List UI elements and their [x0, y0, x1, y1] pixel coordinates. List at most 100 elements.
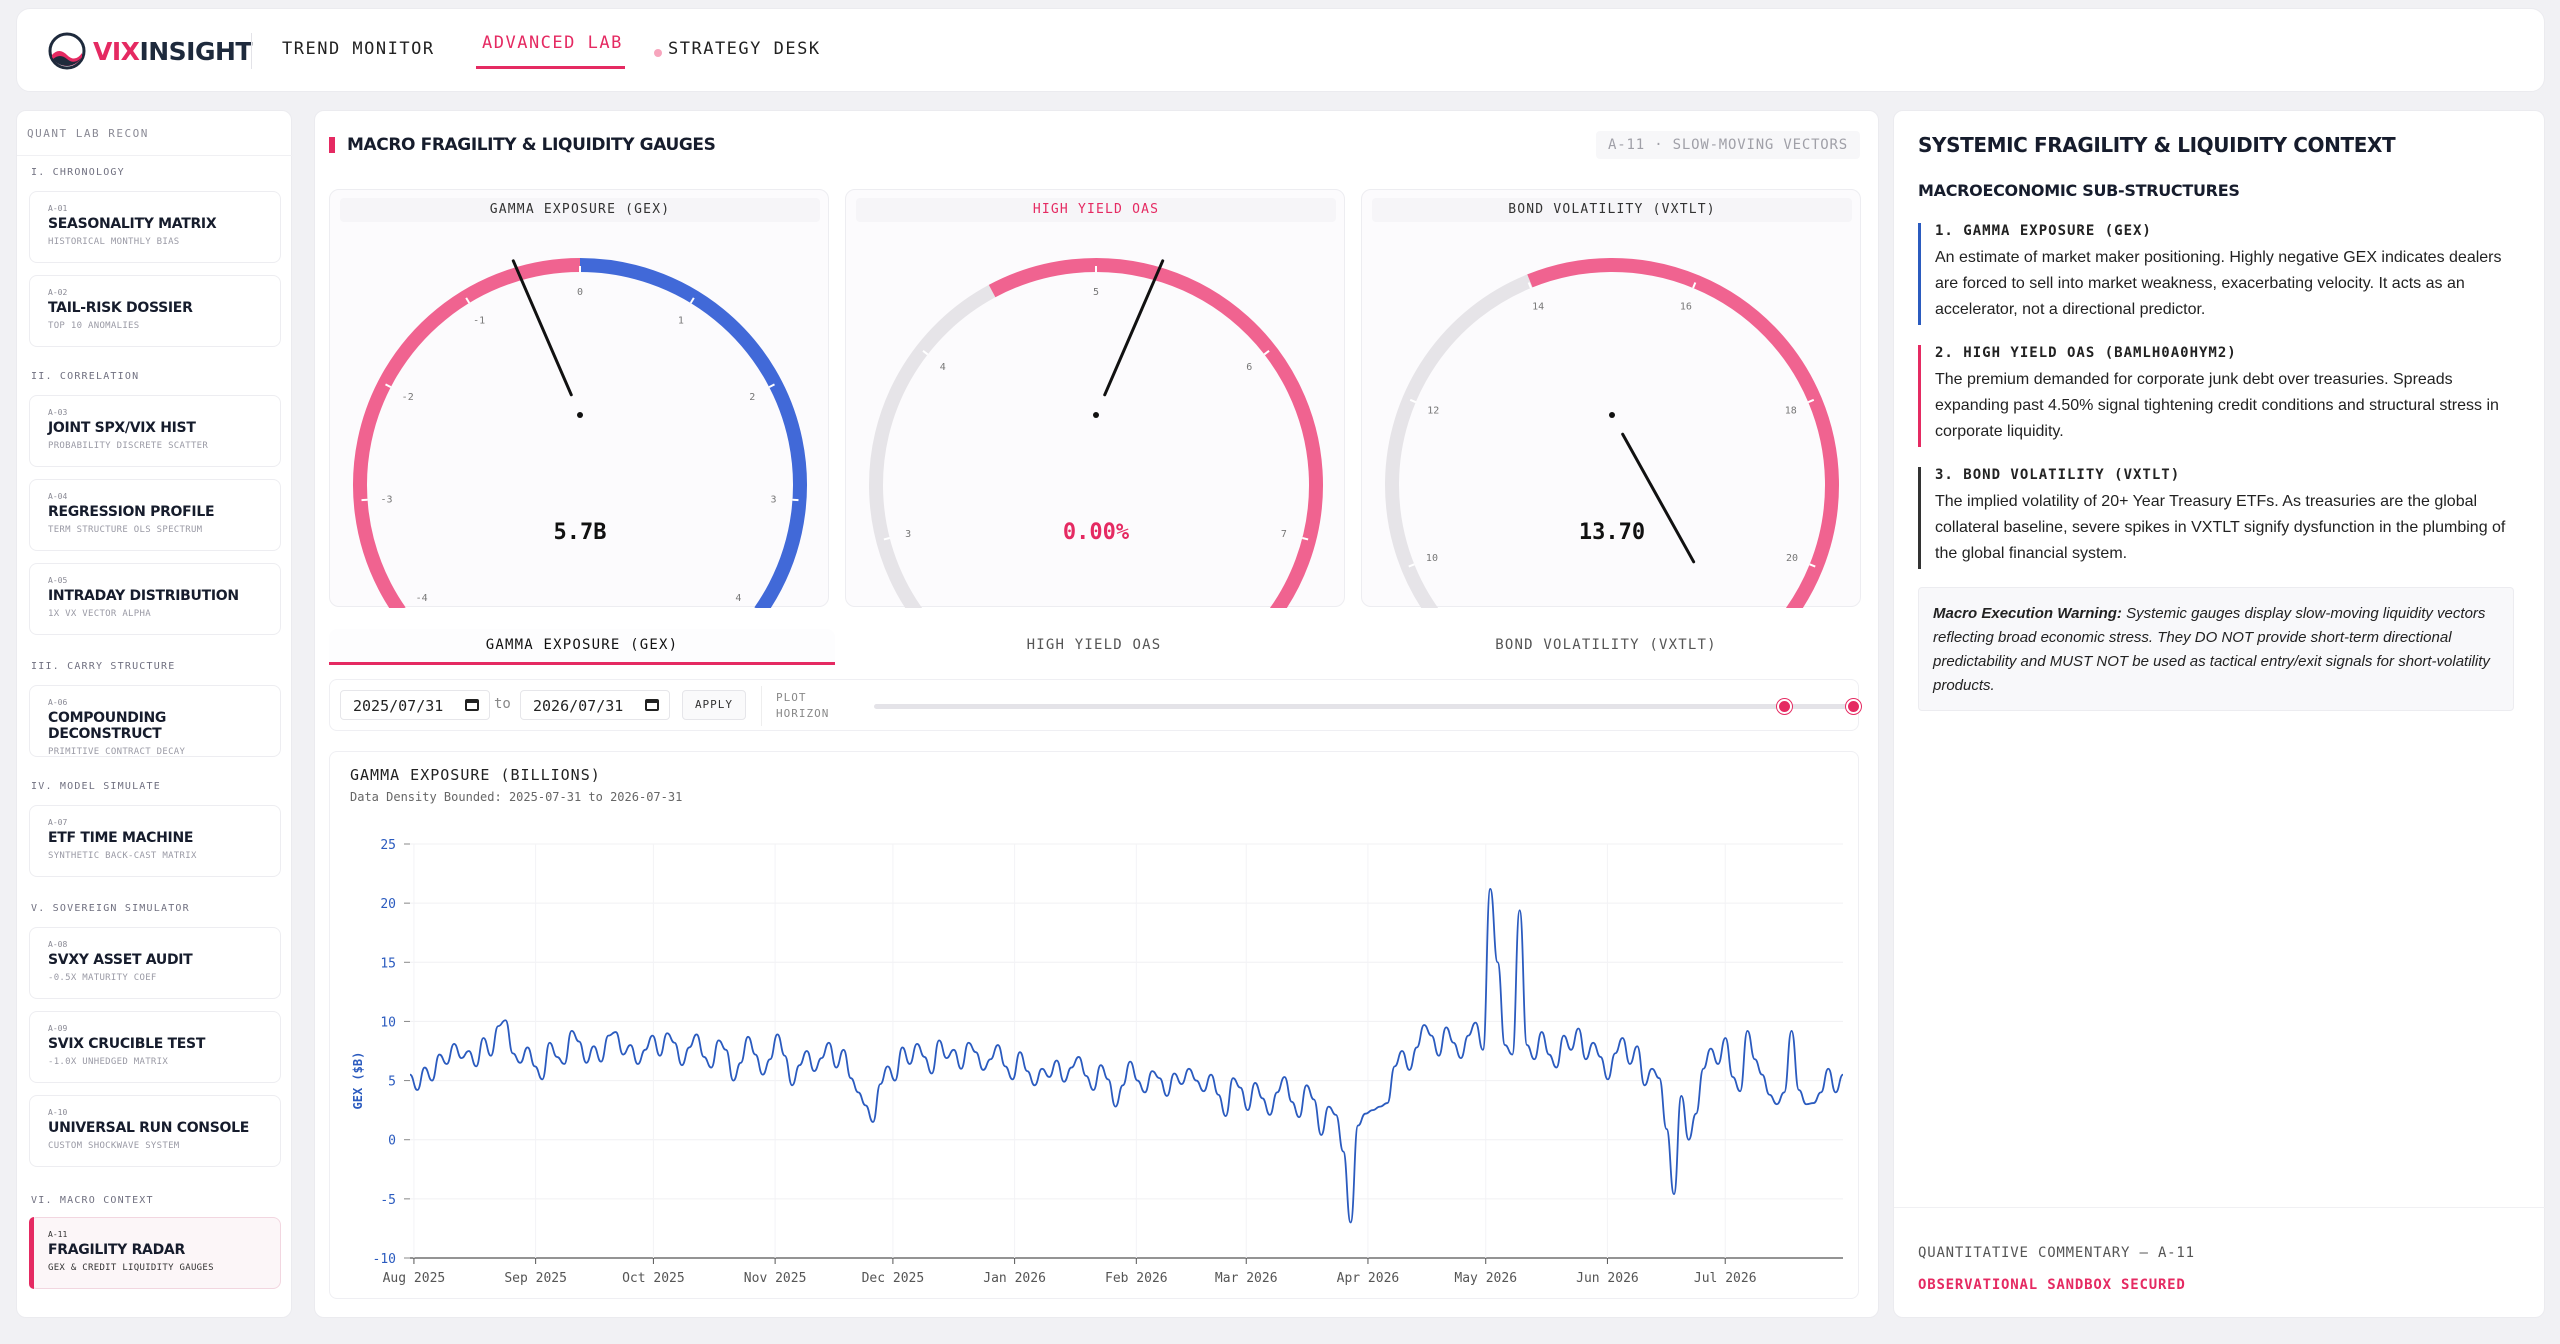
gauge-value: 5.7B — [553, 520, 607, 545]
sidebar-item-fragility-radar[interactable]: A-11 FRAGILITY RADAR GEX & CREDIT LIQUID… — [29, 1217, 281, 1289]
plot-label-line2: HORIZON — [776, 707, 830, 720]
sidebar-item-compounding-deconstruct[interactable]: A-06 COMPOUNDING DECONSTRUCT PRIMITIVE C… — [29, 685, 281, 757]
gauge-tick — [1263, 349, 1270, 356]
gauge-band-1 — [988, 258, 1323, 608]
item-name: UNIVERSAL RUN CONSOLE — [48, 1120, 249, 1136]
sidebar-section-label: II. CORRELATION — [31, 371, 140, 382]
context-block-oas: 2. HIGH YIELD OAS (BAMLH0A0HYM2) The pre… — [1918, 345, 2518, 447]
sidebar-item-intraday-distribution[interactable]: A-05 INTRADAY DISTRIBUTION 1X VX VECTOR … — [29, 563, 281, 635]
x-tick-label: Apr 2026 — [1337, 1271, 1400, 1286]
sandbox-status: OBSERVATIONAL SANDBOX SECURED — [1918, 1277, 2186, 1293]
start-date-value: 2025/07/31 — [353, 697, 444, 715]
gauge-tick — [1408, 563, 1415, 568]
item-code: A-11 — [48, 1230, 68, 1239]
x-tick-label: Dec 2025 — [862, 1271, 925, 1286]
gauge-tick — [1409, 398, 1417, 404]
sidebar-item-universal-run-console[interactable]: A-10 UNIVERSAL RUN CONSOLE CUSTOM SHOCKW… — [29, 1095, 281, 1167]
tab-bond-volatility[interactable]: BOND VOLATILITY (VXTLT) — [1495, 637, 1717, 653]
context-panel: SYSTEMIC FRAGILITY & LIQUIDITY CONTEXT M… — [1893, 110, 2546, 1318]
plot-horizon-slider[interactable] — [874, 699, 1861, 714]
x-tick-label: Feb 2026 — [1105, 1271, 1168, 1286]
item-subtitle: CUSTOM SHOCKWAVE SYSTEM — [48, 1141, 180, 1151]
sidebar-title: QUANT LAB RECON — [27, 127, 149, 140]
date-range-controls: 2025/07/31 to 2026/07/31 APPLY PLOT HORI… — [329, 679, 1861, 731]
item-code: A-02 — [48, 288, 68, 297]
sidebar-section-label: III. CARRY STRUCTURE — [31, 661, 176, 672]
gauge-tick-label: -3 — [380, 494, 392, 505]
gauge-tick-label: 4 — [735, 593, 741, 604]
tab-strategy-desk[interactable]: STRATEGY DESK — [668, 39, 821, 59]
item-name: SVXY ASSET AUDIT — [48, 952, 193, 968]
x-tick-label: Jul 2026 — [1694, 1271, 1757, 1286]
block-heading: 2. HIGH YIELD OAS (BAMLH0A0HYM2) — [1935, 345, 2237, 361]
item-subtitle: PROBABILITY DISCRETE SCATTER — [48, 441, 209, 451]
plot-label-line1: PLOT — [776, 691, 807, 704]
slider-end-handle[interactable] — [1846, 699, 1861, 714]
item-code: A-03 — [48, 408, 68, 417]
context-block-gex: 1. GAMMA EXPOSURE (GEX) An estimate of m… — [1918, 223, 2518, 325]
plot-horizon-label: PLOT HORIZON — [776, 690, 829, 722]
end-date-input[interactable]: 2026/07/31 — [520, 690, 670, 720]
block-heading: 3. BOND VOLATILITY (VXTLT) — [1935, 467, 2181, 483]
gauge-high-yield-oas: HIGH YIELD OAS 2345678 0.00% — [845, 189, 1345, 608]
gauge-hub — [1093, 412, 1099, 418]
series-tabs: GAMMA EXPOSURE (GEX) HIGH YIELD OAS BOND… — [329, 629, 1859, 665]
apply-button[interactable]: APPLY — [682, 690, 746, 720]
y-tick-label: 10 — [380, 1015, 396, 1030]
sidebar-item-joint-spx-vix-hist[interactable]: A-03 JOINT SPX/VIX HIST PROBABILITY DISC… — [29, 395, 281, 467]
tab-trend-monitor[interactable]: TREND MONITOR — [282, 39, 435, 59]
sidebar-item-regression-profile[interactable]: A-04 REGRESSION PROFILE TERM STRUCTURE O… — [29, 479, 281, 551]
tab-advanced-lab[interactable]: ADVANCED LAB — [482, 33, 623, 53]
gauge-tick — [1809, 563, 1816, 568]
block-heading: 1. GAMMA EXPOSURE (GEX) — [1935, 223, 2152, 239]
gauge-title: HIGH YIELD OAS — [856, 198, 1336, 222]
item-subtitle: -1.0X UNHEDGED MATRIX — [48, 1057, 169, 1067]
tab-high-yield-oas[interactable]: HIGH YIELD OAS — [1026, 637, 1162, 653]
macro-warning: Macro Execution Warning: Systemic gauges… — [1918, 587, 2514, 711]
gauge-tick-label: 3 — [771, 494, 777, 505]
item-subtitle: 1X VX VECTOR ALPHA — [48, 609, 151, 619]
context-block-vxtlt: 3. BOND VOLATILITY (VXTLT) The implied v… — [1918, 467, 2518, 569]
gauge-tick-label: -1 — [473, 315, 485, 326]
start-date-input[interactable]: 2025/07/31 — [340, 690, 490, 720]
y-tick-label: 20 — [380, 897, 396, 912]
item-code: A-09 — [48, 1024, 68, 1033]
slider-start-handle[interactable] — [1777, 699, 1793, 714]
y-tick-label: 25 — [380, 838, 396, 853]
calendar-icon[interactable] — [465, 699, 479, 711]
gauge-band-0 — [353, 258, 581, 608]
item-subtitle: PRIMITIVE CONTRACT DECAY — [48, 747, 186, 757]
item-name: SEASONALITY MATRIX — [48, 216, 217, 232]
brand-logo[interactable]: VIXINSIGHT — [47, 29, 252, 73]
gauge-tick — [689, 297, 695, 304]
gauge-tick — [1302, 537, 1309, 541]
divider — [1894, 1207, 2546, 1208]
gauge-tick-label: 12 — [1427, 406, 1439, 417]
gauge-tick — [465, 297, 471, 304]
calendar-icon[interactable] — [645, 699, 659, 711]
sidebar-item-seasonality-matrix[interactable]: A-01 SEASONALITY MATRIX HISTORICAL MONTH… — [29, 191, 281, 263]
gauge-tick-label: 16 — [1680, 302, 1692, 313]
chart-title: GAMMA EXPOSURE (BILLIONS) — [350, 766, 601, 784]
gauge-tick — [1807, 398, 1815, 404]
brand-insight: INSIGHT — [139, 36, 252, 66]
gauge-tick-label: 4 — [940, 362, 946, 373]
sidebar-item-etf-time-machine[interactable]: A-07 ETF TIME MACHINE SYNTHETIC BACK-CAS… — [29, 805, 281, 877]
x-tick-label: May 2026 — [1454, 1271, 1517, 1286]
chart-subtitle: Data Density Bounded: 2025-07-31 to 2026… — [350, 790, 683, 804]
tab-gamma-exposure[interactable]: GAMMA EXPOSURE (GEX) — [329, 629, 835, 665]
x-tick-label: Aug 2025 — [383, 1271, 446, 1286]
sidebar-item-svxy-asset-audit[interactable]: A-08 SVXY ASSET AUDIT -0.5X MATURITY COE… — [29, 927, 281, 999]
main-panel: MACRO FRAGILITY & LIQUIDITY GAUGES A-11 … — [314, 110, 1879, 1318]
gauge-tick-label: 10 — [1426, 553, 1438, 564]
gauge-title: GAMMA EXPOSURE (GEX) — [340, 198, 820, 222]
sidebar-item-svix-crucible-test[interactable]: A-09 SVIX CRUCIBLE TEST -1.0X UNHEDGED M… — [29, 1011, 281, 1083]
item-subtitle: -0.5X MATURITY COEF — [48, 973, 157, 983]
brand-vix: VIX — [93, 36, 140, 66]
sidebar-item-tail-risk-dossier[interactable]: A-02 TAIL-RISK DOSSIER TOP 10 ANOMALIES — [29, 275, 281, 347]
item-subtitle: TOP 10 ANOMALIES — [48, 321, 140, 331]
item-subtitle: HISTORICAL MONTHLY BIAS — [48, 237, 180, 247]
context-title: SYSTEMIC FRAGILITY & LIQUIDITY CONTEXT — [1918, 133, 2396, 157]
x-tick-label: Jun 2026 — [1576, 1271, 1639, 1286]
